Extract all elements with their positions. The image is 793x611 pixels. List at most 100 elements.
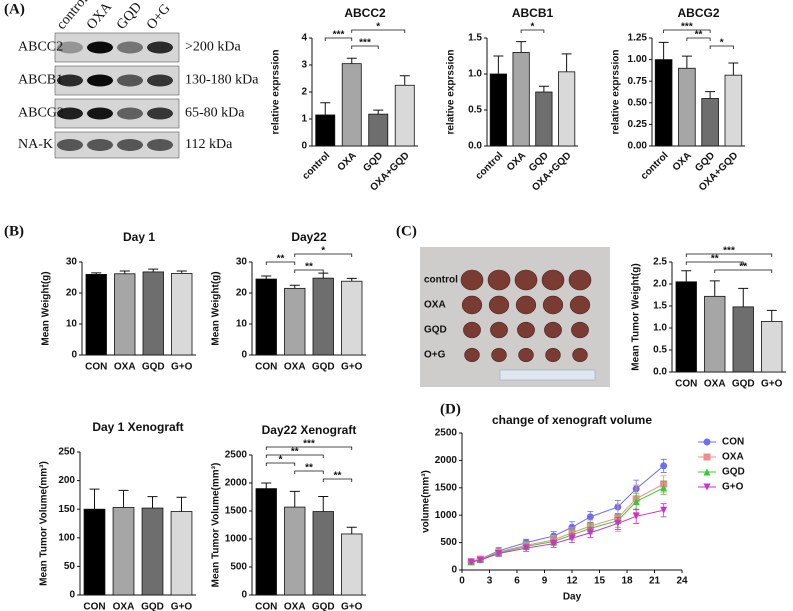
y-tick-label: 2.5 — [653, 257, 667, 268]
y-tick-label: 2500 — [435, 428, 458, 439]
tumor — [542, 295, 564, 315]
point — [614, 519, 622, 527]
significance-label: *** — [681, 22, 693, 33]
y-axis-label: Mean Tumor Weight(g) — [631, 263, 642, 370]
significance-bracket — [709, 45, 734, 49]
bar — [171, 273, 193, 356]
x-tick-label: control — [639, 150, 671, 182]
bar — [284, 506, 306, 596]
error-bar — [119, 270, 130, 274]
photo-row-label: O+G — [424, 350, 446, 361]
y-axis-label: relative exprssion — [271, 49, 282, 134]
significance-bracket — [520, 29, 545, 33]
tumor — [490, 321, 508, 339]
x-tick-label: 21 — [649, 576, 661, 587]
size-label: 65-80 kDa — [185, 106, 245, 121]
significance-label: ** — [291, 447, 299, 458]
x-tick-label: 12 — [566, 576, 578, 587]
x-tick-label: 24 — [676, 576, 688, 587]
significance-label: * — [531, 22, 535, 33]
error-bar — [318, 272, 329, 279]
y-tick-label: 0 — [451, 565, 457, 576]
point — [568, 523, 576, 531]
legend-label: G+O — [722, 482, 744, 493]
x-tick-label: OXA — [114, 362, 136, 373]
tumor — [518, 347, 534, 362]
error-bar — [346, 57, 357, 64]
bar — [83, 508, 106, 596]
bar — [341, 533, 363, 596]
x-tick-label: 0 — [459, 576, 465, 587]
blot-band — [57, 74, 83, 87]
tumor — [463, 321, 481, 339]
error-bar — [320, 102, 331, 115]
x-tick-label: CON — [255, 602, 277, 611]
point — [476, 556, 484, 564]
photo-row-label: OXA — [424, 300, 446, 311]
tumor — [571, 321, 589, 339]
legend-label: CON — [722, 437, 744, 448]
y-tick-label: 0.5 — [468, 105, 482, 116]
y-tick-label: 1 — [301, 114, 307, 125]
y-tick-label: 250 — [58, 447, 75, 458]
series-line — [471, 509, 664, 563]
significance-bracket — [294, 253, 353, 257]
bar — [704, 295, 726, 373]
significance-label: * — [720, 38, 724, 49]
blot-band — [147, 74, 173, 87]
significance-label: *** — [359, 38, 371, 49]
error-bar — [738, 287, 749, 307]
error-bar — [176, 496, 187, 512]
y-tick-label: 0 — [241, 590, 247, 601]
significance-label: ** — [305, 262, 313, 273]
error-bar — [289, 284, 300, 289]
error-bar — [261, 275, 272, 280]
y-tick-label: 1.00 — [628, 54, 648, 65]
protein-label: NA-K — [18, 137, 53, 152]
y-tick-label: 0.00 — [628, 141, 648, 152]
x-tick-label: G+O — [171, 362, 193, 373]
error-bar — [147, 496, 158, 509]
error-bar — [538, 85, 549, 92]
error-bar — [705, 91, 716, 99]
x-tick-label: 9 — [542, 576, 548, 587]
significance-label: *** — [303, 439, 315, 450]
chart-title: Day22 — [291, 230, 327, 244]
y-tick-label: 1.5 — [468, 33, 482, 44]
bar — [489, 73, 507, 147]
blot-band — [57, 139, 83, 151]
bar — [312, 511, 334, 596]
x-tick-label: CON — [85, 362, 107, 373]
tumor — [515, 295, 537, 315]
chart-title: change of xenograft volume — [492, 413, 652, 427]
tumor — [461, 295, 483, 315]
x-tick-label: G+O — [761, 379, 783, 390]
tumor — [460, 269, 484, 291]
y-tick-label: 500 — [440, 537, 457, 548]
significance-label: *** — [333, 30, 345, 41]
error-bar — [516, 41, 527, 53]
chart-title: ABCB1 — [512, 6, 554, 20]
blot-band — [117, 107, 143, 120]
y-tick-label: 0 — [69, 590, 75, 601]
bar — [341, 280, 363, 356]
blot-band — [117, 74, 143, 87]
y-axis-label: Mean Weight(g) — [211, 271, 222, 345]
tumor — [568, 269, 592, 291]
y-tick-label: 1500 — [435, 482, 458, 493]
x-tick-label: GQD — [142, 362, 165, 373]
x-tick-label: OXA — [336, 150, 359, 173]
chart-title: ABCG2 — [677, 6, 719, 20]
significance-label: * — [321, 246, 325, 257]
blot-band — [87, 107, 113, 120]
point — [550, 540, 558, 548]
point — [660, 506, 668, 514]
series-line — [471, 487, 664, 563]
x-tick-label: OXA — [113, 602, 135, 611]
ruler — [499, 369, 596, 381]
error-bar — [91, 272, 102, 275]
y-tick-label: 1.5 — [653, 301, 667, 312]
panel-label: (A) — [4, 1, 25, 17]
tumor — [491, 347, 507, 362]
significance-bracket — [686, 37, 711, 41]
